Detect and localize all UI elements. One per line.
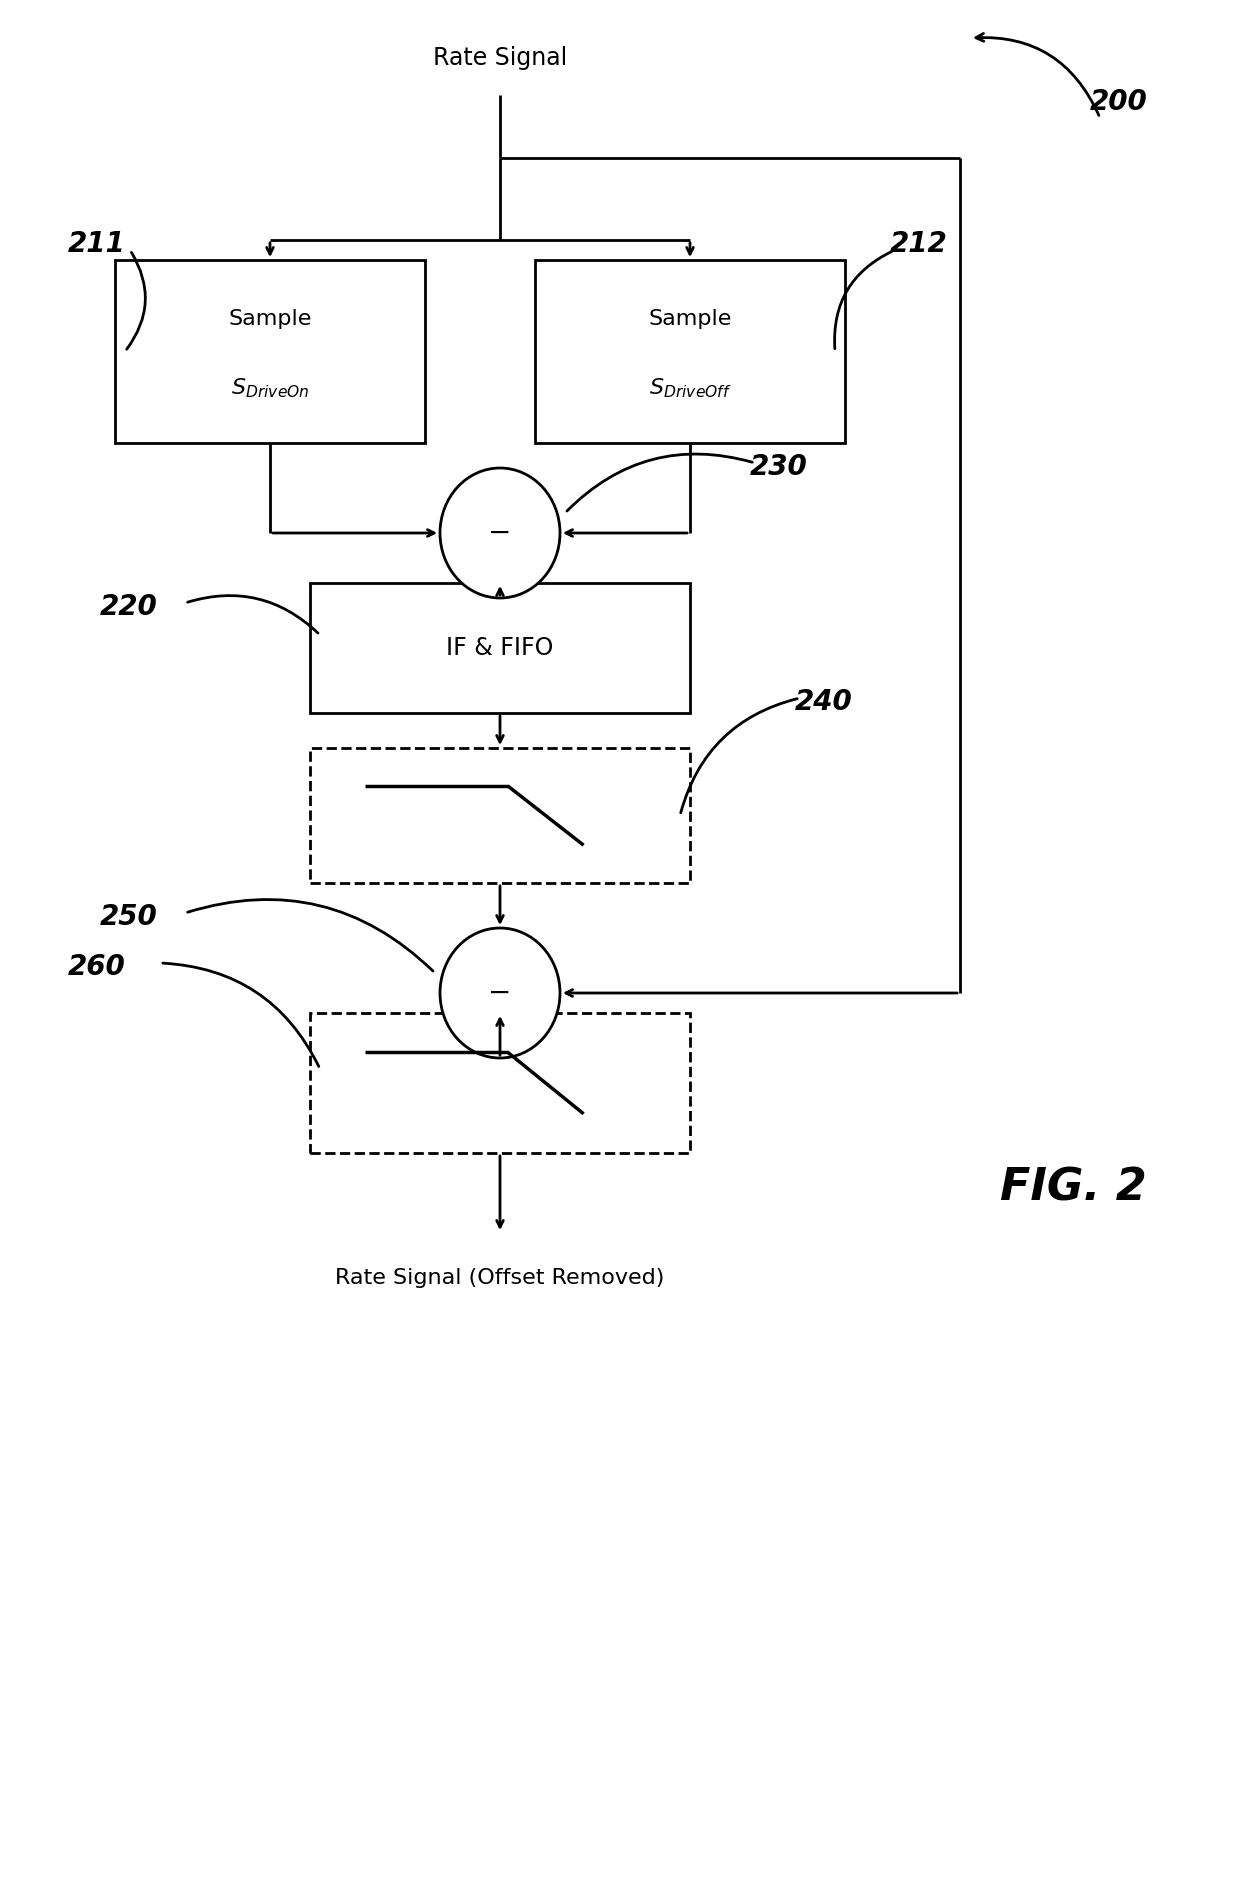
Text: Sample: Sample <box>649 308 732 329</box>
Text: Sample: Sample <box>228 308 311 329</box>
Text: −: − <box>489 980 512 1006</box>
Text: IF & FIFO: IF & FIFO <box>446 636 554 661</box>
Text: 212: 212 <box>890 230 947 259</box>
Text: 250: 250 <box>100 902 157 931</box>
Ellipse shape <box>440 468 560 598</box>
Text: 211: 211 <box>68 230 125 259</box>
Text: $S_{DriveOff}$: $S_{DriveOff}$ <box>649 376 732 400</box>
Text: 200: 200 <box>1090 89 1148 115</box>
Text: −: − <box>489 519 512 548</box>
Bar <box>534 261 844 444</box>
Text: 220: 220 <box>100 593 157 621</box>
Ellipse shape <box>440 929 560 1057</box>
Bar <box>310 1014 689 1154</box>
Text: 260: 260 <box>68 953 125 982</box>
Text: $S_{DriveOn}$: $S_{DriveOn}$ <box>231 376 309 400</box>
Text: 230: 230 <box>750 453 807 481</box>
Bar <box>310 748 689 884</box>
Text: FIG. 2: FIG. 2 <box>999 1167 1147 1210</box>
Text: 240: 240 <box>795 687 853 716</box>
Text: Rate Signal: Rate Signal <box>433 45 567 70</box>
Bar <box>310 583 689 714</box>
Bar <box>115 261 425 444</box>
Text: Rate Signal (Offset Removed): Rate Signal (Offset Removed) <box>335 1269 665 1288</box>
